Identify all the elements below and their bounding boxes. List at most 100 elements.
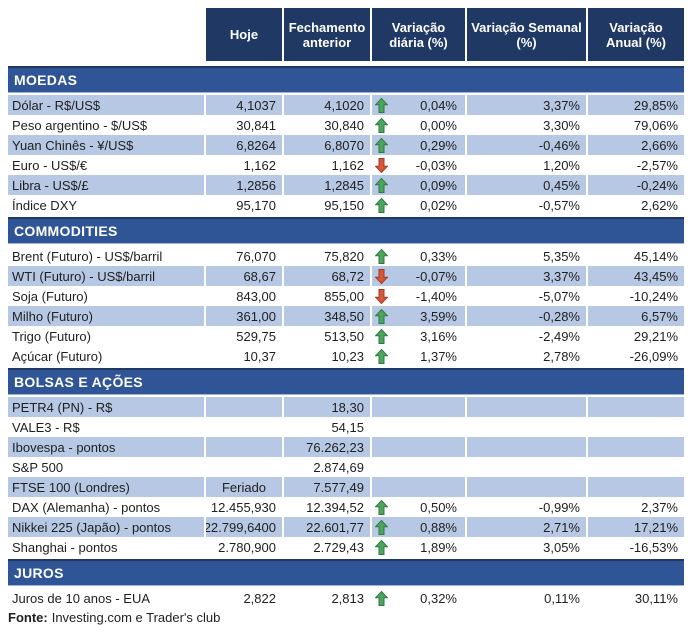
- variacao-semanal-value: -0,28%: [465, 306, 586, 326]
- instrument-label: Milho (Futuro): [8, 306, 204, 326]
- trend-arrow-slot: [374, 440, 389, 455]
- instrument-label: Brent (Futuro) - US$/barril: [12, 248, 163, 264]
- variacao-semanal-value: [465, 437, 586, 457]
- variacao-semanal-value: -5,07%: [465, 286, 586, 306]
- variacao-diaria-cell: [370, 397, 465, 417]
- table-row: Índice DXY 95,170 95,150 0,02% -0,57% 2,…: [8, 195, 684, 215]
- instrument-label: PETR4 (PN) - R$: [8, 397, 204, 417]
- column-header-variacao-semanal: Variação Semanal (%): [465, 8, 586, 61]
- variacao-anual-value: -2,57%: [586, 155, 684, 175]
- variacao-diaria-cell: 1,37%: [370, 346, 465, 366]
- financial-summary-table: Hoje Fechamento anterior Variação diária…: [8, 8, 684, 608]
- section-header-bolsas-e-ac-o-es: BOLSAS E AÇÕES: [8, 368, 684, 395]
- trend-up-arrow-icon: [375, 97, 388, 113]
- instrument-label: Trigo (Futuro): [12, 328, 91, 344]
- hoje-value: [204, 457, 282, 477]
- variacao-diaria-cell: 0,32%: [370, 588, 465, 608]
- trend-arrow-slot: [374, 308, 389, 324]
- fechamento-anterior-value: 2,813: [282, 588, 370, 608]
- section-header-commodities: COMMODITIES: [8, 217, 684, 244]
- fechamento-anterior-value: 2.874,69: [282, 457, 370, 477]
- instrument-label: Peso argentino - $/US$: [12, 117, 148, 133]
- trend-arrow-slot: [374, 177, 389, 193]
- variacao-diaria-value: 0,00%: [420, 117, 457, 133]
- table-row: Shanghai - pontos 2.780,900 2.729,43 1,8…: [8, 537, 684, 557]
- trend-arrow-slot: [374, 197, 389, 213]
- trend-arrow-slot: [374, 97, 389, 113]
- variacao-diaria-cell: 3,16%: [370, 326, 465, 346]
- variacao-anual-value: 79,06%: [586, 115, 684, 135]
- section-header-moedas: MOEDAS: [8, 66, 684, 93]
- variacao-semanal-value: 0,11%: [465, 588, 586, 608]
- variacao-semanal-value: -2,49%: [465, 326, 586, 346]
- trend-arrow-slot: [374, 460, 389, 475]
- instrument-label: Shanghai - pontos: [12, 539, 118, 555]
- table-body: MOEDAS Dólar - R$/US$ 4,1037 4,1020 0,04…: [8, 66, 684, 608]
- fechamento-anterior-value: 95,150: [282, 195, 370, 215]
- variacao-semanal-value: 3,37%: [465, 266, 586, 286]
- instrument-label: Soja (Futuro): [12, 288, 88, 304]
- variacao-anual-value: 2,37%: [586, 497, 684, 517]
- instrument-label: Ibovespa - pontos: [8, 437, 204, 457]
- table-row: FTSE 100 (Londres) Feriado 7.577,49: [8, 477, 684, 497]
- table-row: Milho (Futuro) 361,00 348,50 3,59% -0,28…: [8, 306, 684, 326]
- trend-up-arrow-icon: [375, 248, 388, 264]
- variacao-anual-value: 30,11%: [586, 588, 684, 608]
- variacao-anual-value: -0,24%: [586, 175, 684, 195]
- trend-up-arrow-icon: [375, 308, 388, 324]
- hoje-value: 1,162: [204, 155, 282, 175]
- fechamento-anterior-value: 6,8070: [282, 135, 370, 155]
- variacao-semanal-value: -0,99%: [465, 497, 586, 517]
- variacao-anual-value: -16,53%: [586, 537, 684, 557]
- instrument-label: FTSE 100 (Londres): [8, 477, 204, 497]
- fechamento-anterior-value: 348,50: [282, 306, 370, 326]
- table-row: Brent (Futuro) - US$/barril 76,070 75,82…: [8, 246, 684, 266]
- hoje-value: 22.799,6400: [204, 517, 282, 537]
- variacao-diaria-cell: -0,03%: [370, 155, 465, 175]
- column-header-fechamento-anterior: Fechamento anterior: [282, 8, 370, 61]
- variacao-diaria-value: 1,89%: [420, 539, 457, 555]
- instrument-label: Juros de 10 anos - EUA: [12, 590, 151, 606]
- trend-arrow-slot: [374, 539, 389, 555]
- variacao-anual-value: 6,57%: [586, 306, 684, 326]
- variacao-diaria-cell: 0,33%: [370, 246, 465, 266]
- table-row: Ibovespa - pontos 76.262,23: [8, 437, 684, 457]
- variacao-semanal-value: -0,57%: [465, 195, 586, 215]
- table-row: Trigo (Futuro) 529,75 513,50 3,16% -2,49…: [8, 326, 684, 346]
- trend-down-arrow-icon: [375, 288, 388, 304]
- variacao-diaria-cell: 0,00%: [370, 115, 465, 135]
- trend-up-arrow-icon: [375, 539, 388, 555]
- variacao-semanal-value: [465, 417, 586, 437]
- variacao-diaria-value: 0,32%: [420, 590, 457, 606]
- variacao-semanal-value: 5,35%: [465, 246, 586, 266]
- instrument-label: Euro - US$/€: [12, 157, 88, 173]
- hoje-value: 6,8264: [204, 135, 282, 155]
- source-line: Fonte: Investing.com e Trader's club: [8, 610, 692, 625]
- variacao-diaria-cell: [370, 437, 465, 457]
- variacao-diaria-value: 0,88%: [420, 519, 457, 535]
- variacao-semanal-value: 2,71%: [465, 517, 586, 537]
- trend-arrow-slot: [374, 400, 389, 415]
- fechamento-anterior-value: 68,72: [282, 266, 370, 286]
- table-row: S&P 500 2.874,69: [8, 457, 684, 477]
- variacao-diaria-value: -0,03%: [415, 157, 457, 173]
- trend-arrow-slot: [374, 328, 389, 344]
- hoje-value: 843,00: [204, 286, 282, 306]
- hoje-value: 361,00: [204, 306, 282, 326]
- variacao-diaria-cell: 0,09%: [370, 175, 465, 195]
- hoje-value: Feriado: [204, 477, 282, 497]
- variacao-semanal-value: 2,78%: [465, 346, 586, 366]
- hoje-value: 12.455,930: [204, 497, 282, 517]
- source-text: Investing.com e Trader's club: [51, 610, 221, 625]
- trend-arrow-slot: [374, 288, 389, 304]
- trend-up-arrow-icon: [375, 499, 388, 515]
- fechamento-anterior-value: 54,15: [282, 417, 370, 437]
- table-row: Açúcar (Futuro) 10,37 10,23 1,37% 2,78% …: [8, 346, 684, 366]
- fechamento-anterior-value: 75,820: [282, 246, 370, 266]
- section-header-juros: JUROS: [8, 559, 684, 586]
- instrument-label: Libra - US$/£: [8, 175, 204, 195]
- variacao-diaria-value: -1,40%: [415, 288, 457, 304]
- trend-arrow-slot: [374, 519, 389, 535]
- variacao-semanal-value: 3,05%: [465, 537, 586, 557]
- trend-up-arrow-icon: [375, 328, 388, 344]
